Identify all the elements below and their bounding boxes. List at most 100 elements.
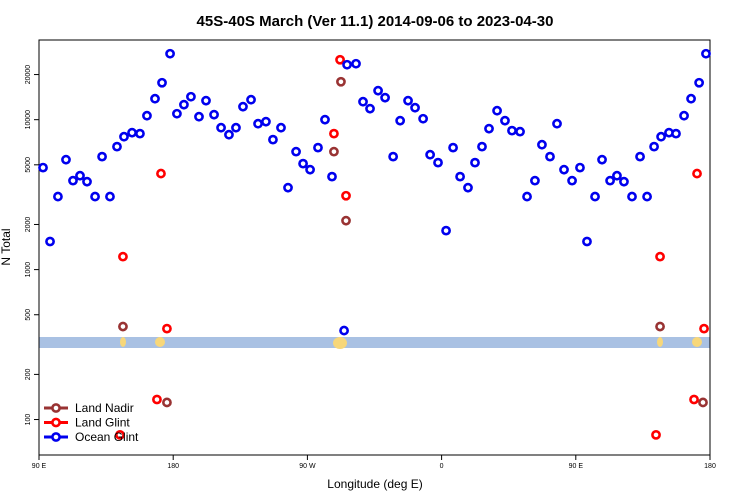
point bbox=[694, 77, 705, 88]
point bbox=[105, 191, 115, 202]
point bbox=[313, 142, 323, 153]
point bbox=[118, 321, 128, 332]
legend-marker bbox=[51, 403, 61, 413]
point bbox=[246, 94, 256, 105]
point bbox=[335, 54, 345, 65]
band-blob bbox=[120, 337, 126, 347]
x-tick-label: 0 bbox=[440, 463, 444, 470]
point bbox=[649, 141, 659, 152]
point bbox=[339, 325, 349, 336]
series-2 bbox=[38, 48, 711, 336]
point bbox=[112, 141, 122, 152]
point bbox=[455, 171, 465, 182]
point bbox=[82, 176, 92, 187]
point bbox=[477, 141, 487, 152]
point bbox=[268, 134, 278, 145]
y-tick-label: 1000 bbox=[25, 262, 32, 278]
point bbox=[701, 48, 711, 59]
axis-break-band bbox=[39, 337, 710, 349]
point bbox=[276, 122, 286, 133]
x-tick-label: 90 E bbox=[569, 463, 584, 470]
point bbox=[341, 190, 351, 201]
point bbox=[115, 429, 125, 440]
point bbox=[152, 394, 162, 405]
legend-label: Land Nadir bbox=[75, 401, 134, 415]
point bbox=[238, 101, 248, 112]
y-tick-label: 500 bbox=[25, 309, 32, 321]
y-axis-label: N Total bbox=[0, 228, 13, 265]
point bbox=[305, 164, 315, 175]
point bbox=[388, 151, 399, 162]
point bbox=[522, 191, 532, 202]
point bbox=[253, 118, 263, 129]
point bbox=[329, 146, 339, 157]
point bbox=[692, 168, 702, 179]
legend-marker bbox=[51, 417, 61, 428]
band-blob bbox=[155, 337, 165, 347]
point bbox=[97, 151, 107, 162]
point bbox=[61, 154, 71, 165]
point bbox=[298, 158, 308, 169]
point bbox=[291, 146, 301, 157]
point bbox=[320, 114, 330, 125]
point bbox=[575, 162, 585, 173]
point bbox=[582, 236, 592, 247]
point bbox=[559, 164, 569, 175]
point bbox=[341, 215, 351, 226]
point bbox=[627, 191, 637, 202]
point bbox=[216, 122, 226, 133]
legend-marker bbox=[51, 432, 61, 442]
point bbox=[395, 115, 406, 126]
point bbox=[156, 168, 166, 179]
point bbox=[651, 429, 661, 440]
point bbox=[470, 157, 480, 168]
point bbox=[655, 251, 665, 262]
point bbox=[635, 151, 645, 162]
point bbox=[53, 191, 63, 202]
point bbox=[671, 128, 681, 139]
band-blob bbox=[333, 337, 347, 349]
point bbox=[656, 131, 666, 142]
point bbox=[327, 171, 337, 182]
point bbox=[597, 154, 607, 165]
point bbox=[463, 182, 473, 193]
point bbox=[425, 149, 436, 160]
point bbox=[45, 236, 55, 247]
point bbox=[358, 96, 368, 107]
point bbox=[336, 76, 346, 87]
point bbox=[209, 109, 219, 120]
point bbox=[410, 102, 420, 113]
point bbox=[418, 113, 429, 124]
point bbox=[433, 157, 443, 168]
point bbox=[90, 191, 100, 202]
y-tick-label: 10000 bbox=[25, 110, 32, 130]
point bbox=[135, 128, 145, 139]
point bbox=[441, 225, 451, 236]
point bbox=[162, 323, 172, 334]
point bbox=[373, 85, 383, 96]
point bbox=[612, 170, 622, 181]
point bbox=[68, 175, 78, 186]
point bbox=[75, 170, 85, 181]
point bbox=[530, 175, 540, 186]
plot-frame bbox=[38, 39, 711, 456]
y-tick-label: 100 bbox=[25, 414, 32, 426]
point bbox=[492, 105, 502, 116]
point bbox=[127, 127, 137, 138]
point bbox=[342, 59, 352, 70]
point bbox=[515, 126, 525, 137]
point bbox=[283, 182, 293, 193]
point bbox=[605, 175, 615, 186]
break-band bbox=[39, 337, 710, 348]
point bbox=[162, 397, 172, 408]
point bbox=[351, 58, 361, 69]
point bbox=[403, 95, 413, 106]
legend-label: Ocean Glint bbox=[75, 430, 139, 444]
point bbox=[172, 108, 182, 119]
point bbox=[698, 397, 708, 408]
point bbox=[119, 131, 129, 142]
point bbox=[142, 110, 152, 121]
point bbox=[699, 323, 709, 334]
band-blob bbox=[657, 337, 663, 347]
